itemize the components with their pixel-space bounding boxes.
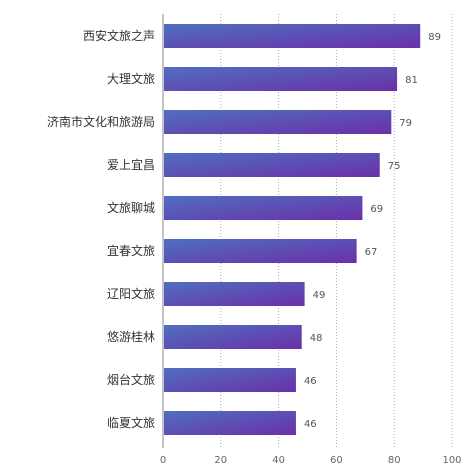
x-tick-label-80: 80 [388, 455, 401, 466]
bar-9 [164, 411, 296, 435]
x-tick-label-100: 100 [442, 455, 461, 466]
value-label-6: 49 [313, 290, 326, 301]
category-label-1: 大理文旅 [107, 71, 155, 86]
bar-2 [164, 110, 392, 134]
x-tick-label-0: 0 [160, 455, 166, 466]
value-label-2: 79 [399, 118, 412, 129]
category-label-0: 西安文旅之声 [83, 28, 155, 43]
category-label-4: 文旅聊城 [107, 200, 155, 215]
x-tick-label-60: 60 [330, 455, 343, 466]
bar-3 [164, 153, 380, 177]
x-tick-label-20: 20 [214, 455, 227, 466]
category-label-5: 宜春文旅 [107, 243, 155, 258]
category-label-7: 悠游桂林 [107, 329, 155, 344]
value-label-0: 89 [428, 32, 441, 43]
value-label-8: 46 [304, 376, 317, 387]
bar-4 [164, 196, 363, 220]
value-label-1: 81 [405, 75, 418, 86]
value-label-7: 48 [310, 333, 323, 344]
value-labels: 89 81 79 75 69 67 49 48 46 46 [304, 32, 441, 430]
bar-1 [164, 67, 398, 91]
category-label-3: 爱上宜昌 [107, 157, 155, 172]
value-label-3: 75 [388, 161, 401, 172]
value-label-9: 46 [304, 419, 317, 430]
bar-8 [164, 368, 296, 392]
value-label-4: 69 [370, 204, 383, 215]
value-label-5: 67 [365, 247, 378, 258]
bar-5 [164, 239, 357, 263]
x-tick-label-40: 40 [272, 455, 285, 466]
category-label-6: 辽阳文旅 [107, 286, 155, 301]
category-label-9: 临夏文旅 [107, 415, 155, 430]
bar-series [164, 24, 421, 435]
category-labels: 西安文旅之声大理文旅济南市文化和旅游局爱上宜昌文旅聊城宜春文旅辽阳文旅悠游桂林烟… [47, 28, 155, 430]
bar-6 [164, 282, 305, 306]
category-label-2: 济南市文化和旅游局 [47, 114, 155, 129]
x-axis: 0 20 40 60 80 100 [160, 14, 462, 466]
bar-7 [164, 325, 302, 349]
category-label-8: 烟台文旅 [107, 372, 155, 387]
bar-0 [164, 24, 421, 48]
